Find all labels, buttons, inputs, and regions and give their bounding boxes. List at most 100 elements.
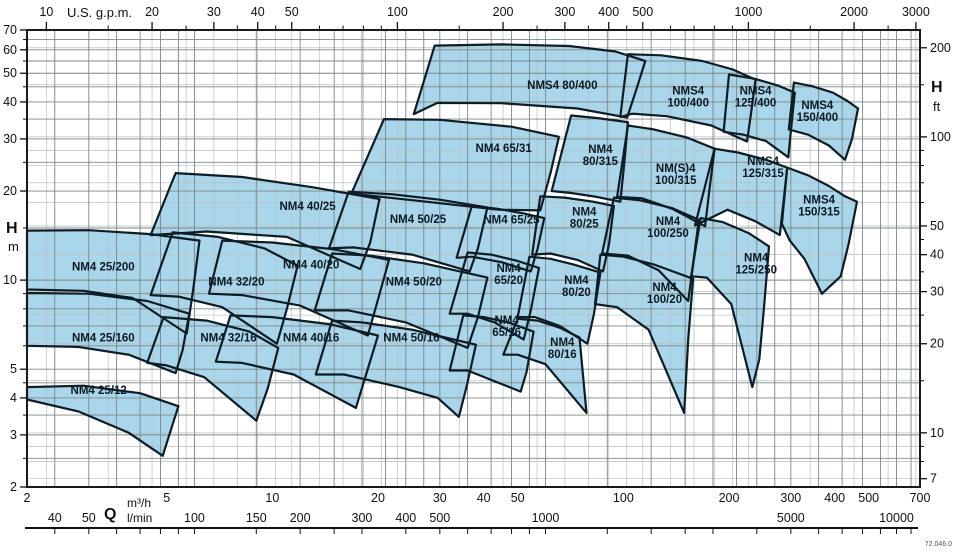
right-tick-label-100: 100 — [930, 130, 951, 144]
region-labels: NM4 25/200 NM4 25/160 NM4 25/12 NM4 32/20 NM… — [71, 80, 841, 397]
top-tick-label-10: 10 — [39, 5, 53, 19]
bottom-m3h-label-100: 100 — [613, 491, 634, 505]
region-outline-nm4-100-20 — [593, 253, 695, 414]
region-label-nm4-50-25: NM4 50/25 — [390, 214, 447, 226]
bottom-m3h-label-40: 40 — [477, 491, 491, 505]
region-outline-nms4-100-400 — [619, 53, 757, 143]
region-outline-nm4-80-25 — [531, 195, 616, 273]
bottom-m3h-label-2: 2 — [24, 491, 31, 505]
bottom-lmin-label-10000: 10000 — [879, 511, 914, 525]
region-nms4-100-400[interactable] — [620, 54, 756, 142]
left-axis-title-h: H — [6, 220, 18, 237]
bottom-lmin-label-300: 300 — [352, 511, 373, 525]
bottom-lmin-label-40: 40 — [48, 511, 62, 525]
region-outline-nm4-50-16 — [314, 319, 477, 418]
region-label-nms4-80-400: NMS4 80/400 — [527, 80, 597, 92]
bottom-m3h-label-10: 10 — [265, 491, 279, 505]
region-label-nm4-50-16: NM4 50/16 — [383, 332, 439, 344]
bottom-lmin-label-500: 500 — [429, 511, 450, 525]
top-tick-label-1000: 1000 — [735, 5, 763, 19]
left-tick-label-4: 4 — [10, 391, 17, 405]
flow-axis-title-q: Q — [104, 506, 116, 523]
region-outline-nm4-25-200 — [25, 229, 201, 335]
region-nm4-80-16[interactable] — [503, 318, 587, 413]
top-tick-label-3000: 3000 — [902, 5, 930, 19]
region-outline-nm4-100-250 — [600, 196, 700, 303]
region-outlines — [25, 43, 860, 457]
region-nm4-65-31[interactable] — [351, 119, 559, 211]
region-nm4-80-25[interactable] — [532, 196, 614, 272]
top-tick-label-100: 100 — [387, 5, 408, 19]
region-nm4-50-20[interactable] — [314, 253, 488, 348]
region-outline-nm4-65-20 — [448, 251, 541, 341]
region-outline-nm-s-4-100-315 — [615, 124, 716, 228]
top-tick-label-200: 200 — [493, 5, 514, 19]
right-axis-unit-ft: ft — [933, 99, 941, 114]
top-tick-label-30: 30 — [207, 5, 221, 19]
region-outline-nms4-150-315 — [780, 166, 859, 295]
right-tick-label-10: 10 — [930, 426, 944, 440]
right-tick-label-20: 20 — [930, 337, 944, 351]
region-label-nm4-125-250: NM4 125/250 — [735, 252, 777, 276]
drawing-code: 72.046.0 — [925, 541, 952, 548]
chart-render-layer: NM4 25/200 NM4 25/160 NM4 25/12 NM4 32/20 NM… — [3, 5, 951, 534]
right-tick-label-200: 200 — [930, 41, 951, 55]
top-tick-label-500: 500 — [632, 5, 653, 19]
bottom-m3h-label-500: 500 — [858, 491, 879, 505]
bottom-m3h-label-5: 5 — [163, 491, 170, 505]
region-outline-nm4-65-31 — [350, 117, 561, 212]
region-label-nm4-25-12: NM4 25/12 — [71, 385, 127, 397]
top-tick-label-50: 50 — [285, 5, 299, 19]
bottom-lmin-label-1000: 1000 — [532, 511, 560, 525]
region-nm4-50-16[interactable] — [315, 320, 476, 417]
left-tick-label-60: 60 — [3, 43, 17, 57]
region-nm4-40-25[interactable] — [150, 173, 380, 269]
right-tick-label-7: 7 — [930, 472, 937, 486]
right-axis-title-h: H — [931, 79, 943, 96]
left-tick-label-50: 50 — [3, 66, 17, 80]
region-outline-nms4-150-400 — [787, 81, 860, 161]
region-nms4-150-315[interactable] — [781, 167, 857, 294]
top-tick-label-20: 20 — [145, 5, 159, 19]
region-label-nm4-80-315: NM4 80/315 — [583, 144, 619, 168]
region-nm4-50-25[interactable] — [329, 191, 488, 272]
region-label-nms4-125-315: NMS4 125/315 — [742, 156, 784, 180]
region-outline-nm4-80-20 — [516, 255, 602, 345]
region-label-nm4-65-16: NM4 65/16 — [492, 315, 521, 339]
region-outline-nm4-25-160 — [25, 291, 191, 375]
right-tick-label-30: 30 — [930, 285, 944, 299]
left-axis-unit-m: m — [8, 239, 19, 254]
region-label-nm4-32-20: NM4 32/20 — [208, 276, 264, 288]
left-tick-label-2: 2 — [10, 480, 17, 494]
region-label-nm4-40-16: NM4 40/16 — [283, 332, 339, 344]
bottom-m3h-label-300: 300 — [780, 491, 801, 505]
bottom-m3h-label-400: 400 — [824, 491, 845, 505]
region-outline-nm4-40-16 — [214, 314, 380, 409]
left-tick-label-3: 3 — [10, 428, 17, 442]
region-outline-nm4-32-20 — [149, 231, 299, 345]
region-label-nms4-150-400: NMS4 150/400 — [797, 100, 839, 124]
region-label-nm4-80-25: NM4 80/25 — [570, 206, 599, 230]
bottom-lmin-label-5000: 5000 — [777, 511, 805, 525]
bottom-m3h-label-700: 700 — [910, 491, 931, 505]
flow-unit-lmin: l/min — [127, 511, 152, 525]
left-tick-label-40: 40 — [3, 95, 17, 109]
region-outline-nm4-40-20 — [207, 239, 391, 337]
axes: 10 20 30 40 50 100 200 300 400 500 1000 2000 3000 70 6… — [3, 5, 951, 534]
bottom-m3h-label-20: 20 — [371, 491, 385, 505]
region-outline-nms4-125-400 — [722, 73, 796, 159]
top-tick-label-40: 40 — [251, 5, 265, 19]
bottom-lmin-label-150: 150 — [246, 511, 267, 525]
region-label-nm-s-4-100-315: NM(S)4 100/315 — [655, 163, 697, 187]
region-outline-nm4-25-12 — [25, 384, 180, 457]
region-label-nm4-65-31: NM4 65/31 — [476, 143, 533, 155]
region-nm4-80-20[interactable] — [517, 256, 601, 344]
region-outline-nm4-50-25 — [327, 190, 489, 273]
bottom-m3h-label-50: 50 — [511, 491, 525, 505]
right-tick-label-50: 50 — [930, 219, 944, 233]
region-label-nm4-80-16: NM4 80/16 — [548, 337, 577, 361]
region-nm4-100-20[interactable] — [595, 254, 694, 413]
region-outline-nm4-80-16 — [502, 317, 588, 414]
